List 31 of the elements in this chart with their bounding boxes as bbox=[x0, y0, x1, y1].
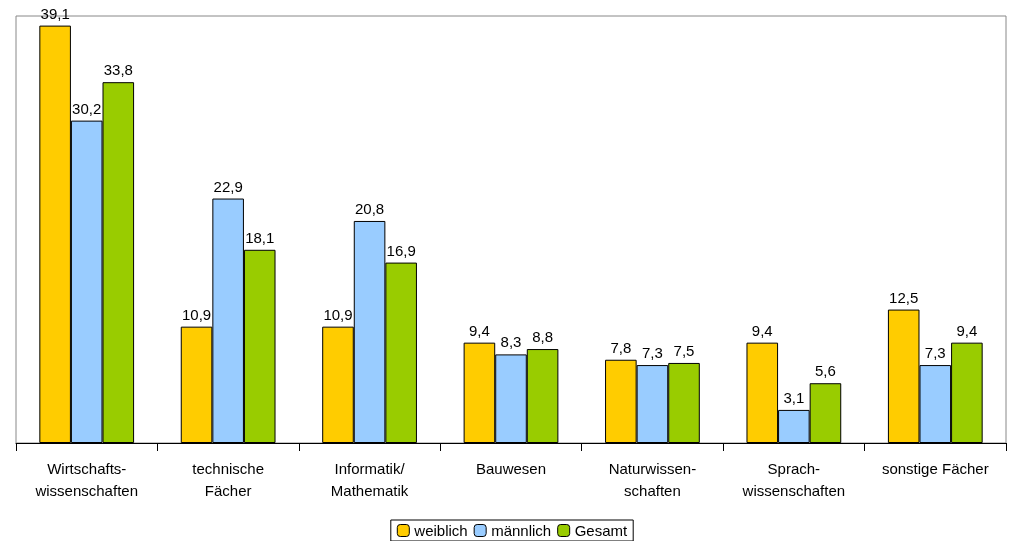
data-label: 10,9 bbox=[323, 305, 353, 323]
data-label: 7,5 bbox=[673, 341, 695, 359]
data-label: 9,4 bbox=[956, 321, 978, 339]
data-label: 30,2 bbox=[72, 99, 102, 117]
x-tick-label: Naturwissen- schaften bbox=[608, 459, 697, 499]
legend-label: männlich bbox=[491, 522, 552, 539]
data-label: 22,9 bbox=[213, 177, 243, 195]
x-tick-label: Bauwesen bbox=[475, 459, 547, 477]
data-label: 8,3 bbox=[500, 333, 522, 351]
data-label: 18,1 bbox=[245, 228, 275, 246]
x-tick-label: Wirtschafts- wissenschaften bbox=[34, 459, 138, 499]
data-label: 8,8 bbox=[532, 328, 554, 346]
data-label: 7,3 bbox=[924, 344, 946, 362]
legend-label: weiblich bbox=[413, 522, 468, 539]
data-label: 9,4 bbox=[751, 321, 773, 339]
x-tick-label: Sprach- wissenschaften bbox=[741, 459, 846, 499]
data-label: 5,6 bbox=[815, 362, 836, 380]
data-label: 16,9 bbox=[386, 241, 416, 259]
data-label: 33,8 bbox=[103, 61, 133, 79]
data-label: 7,8 bbox=[610, 338, 632, 356]
data-label: 20,8 bbox=[354, 199, 385, 217]
data-label: 12,5 bbox=[889, 288, 919, 306]
legend-label: Gesamt bbox=[574, 522, 629, 539]
data-label: 10,9 bbox=[181, 305, 212, 323]
data-label: 3,1 bbox=[783, 388, 805, 406]
data-label: 39,1 bbox=[40, 4, 70, 22]
x-tick-label: Informatik/ Mathematik bbox=[330, 459, 409, 499]
x-tick-label: sonstige Fächer bbox=[881, 459, 989, 477]
data-label: 9,4 bbox=[468, 321, 490, 339]
x-tick-label: technische Fächer bbox=[192, 459, 264, 499]
data-label: 7,3 bbox=[642, 344, 663, 362]
